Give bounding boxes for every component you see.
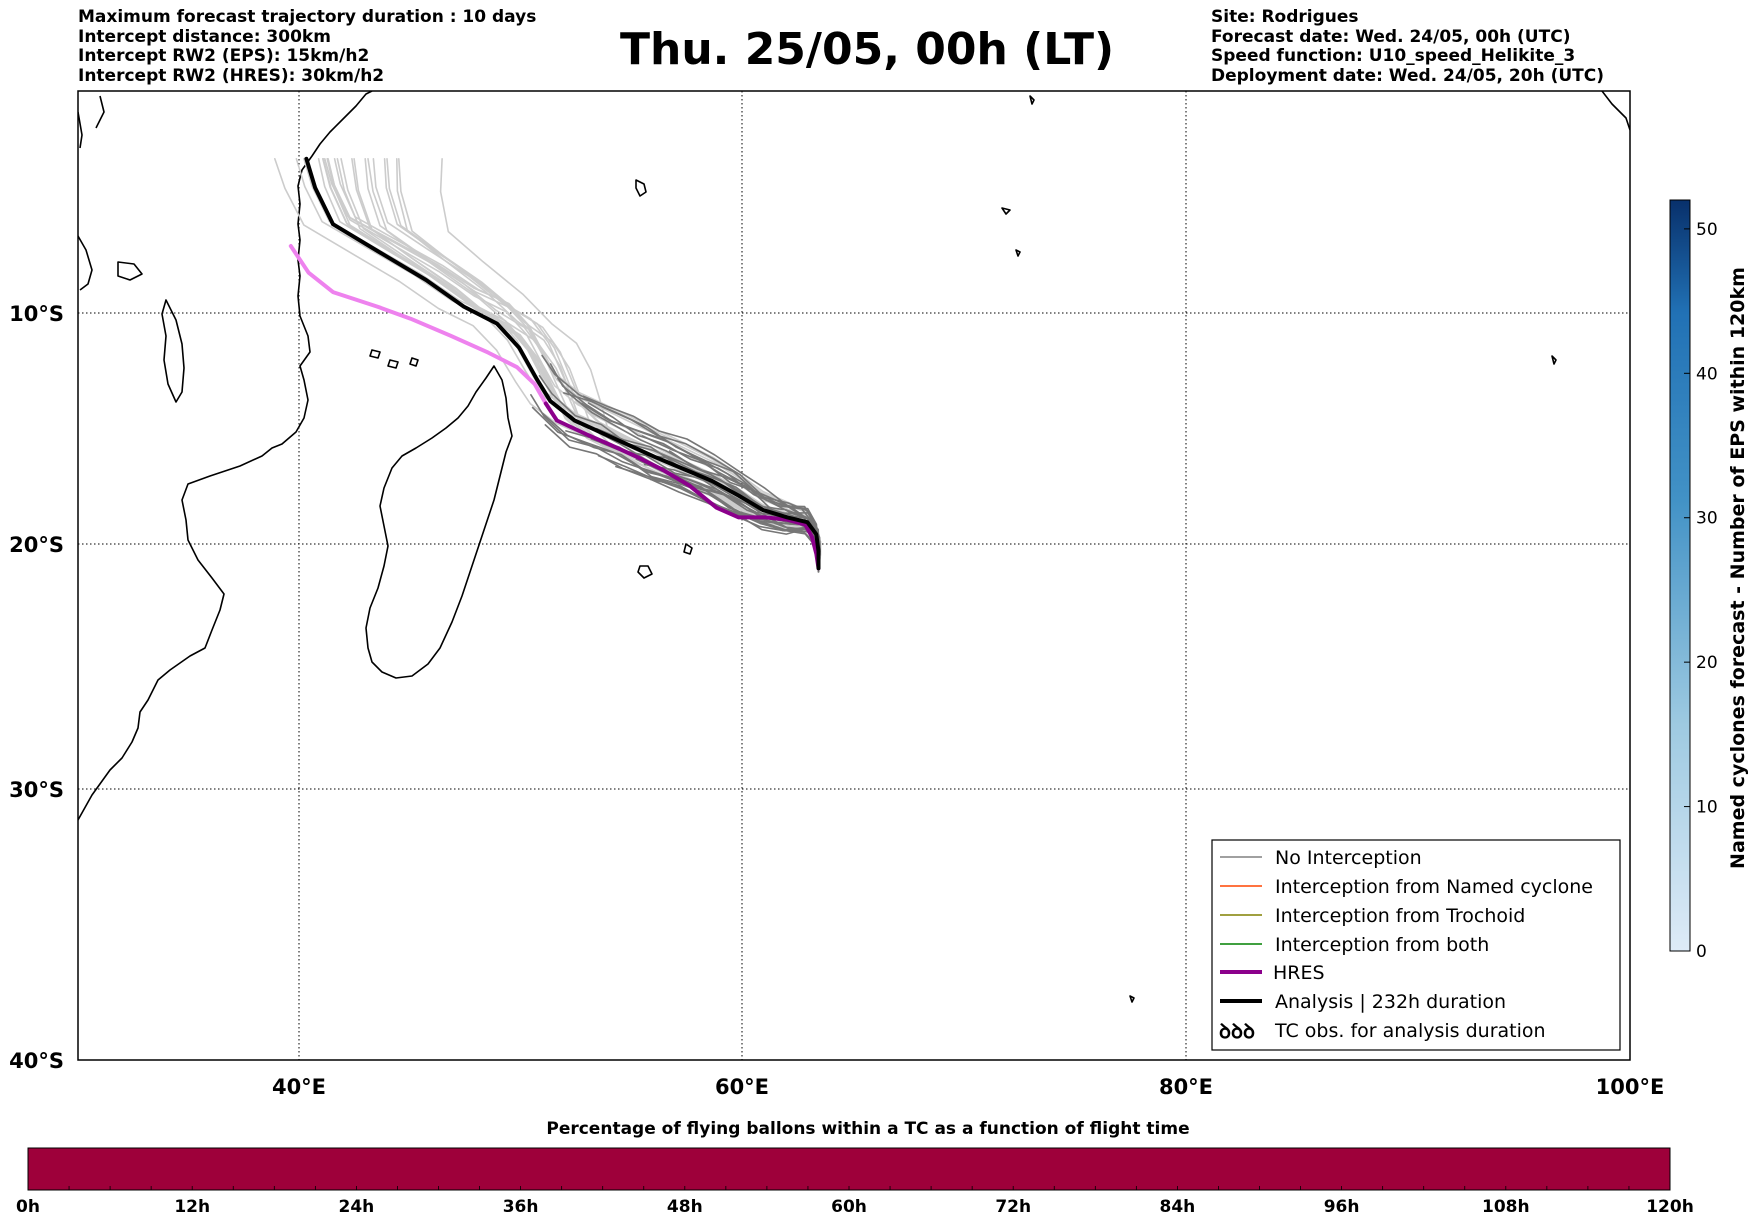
info-deployment-date: Deployment date: Wed. 24/05, 20h (UTC) [1211, 65, 1605, 86]
flight-time-label: 96h [1324, 1197, 1360, 1217]
lat-label-40s: 40°S [9, 1049, 64, 1073]
flight-time-bar-minor-ticks [68, 1186, 1630, 1190]
eps-member-track [353, 158, 820, 569]
lake-tanganyika [78, 235, 93, 291]
info-intercept-distance: Intercept distance: 300km [78, 26, 331, 47]
flight-time-label: 36h [503, 1197, 539, 1217]
lat-label-10s: 10°S [9, 302, 64, 326]
madagascar-coastline [365, 365, 513, 679]
lon-label-60e: 60°E [715, 1075, 769, 1099]
eps-member-track [581, 402, 820, 571]
cyclone-colorbar-ticks: 0 10 20 30 40 50 [1684, 220, 1718, 962]
map-legend: No Interception Interception from Named … [1211, 839, 1621, 1051]
reunion-island [637, 565, 653, 579]
eps-member-track [544, 424, 820, 566]
eps-member-track [351, 158, 820, 569]
flight-time-bar-fill [27, 1147, 1671, 1191]
comoros-islands [369, 349, 419, 369]
legend-label-analysis: Analysis | 232h duration [1275, 991, 1506, 1013]
flight-time-label: 48h [667, 1197, 703, 1217]
cyclone-colorbar-fill [1669, 199, 1691, 952]
info-trajectory-duration: Maximum forecast trajectory duration : 1… [78, 7, 537, 27]
info-forecast-date: Forecast date: Wed. 24/05, 00h (UTC) [1211, 26, 1571, 47]
eps-member-tracks [274, 158, 822, 573]
colorbar-tick-label: 40 [1696, 364, 1718, 384]
lat-label-20s: 20°S [9, 533, 64, 557]
lake-malawi [161, 299, 185, 403]
seychelles-islands [635, 179, 647, 197]
arabia-coastline [1601, 91, 1630, 131]
colorbar-tick-label: 20 [1696, 653, 1718, 673]
cocos-islands [1551, 355, 1557, 365]
legend-label-trochoid: Interception from Trochoid [1275, 905, 1525, 927]
info-intercept-eps: Intercept RW2 (EPS): 15km/h2 [78, 46, 370, 66]
hres-track [543, 401, 821, 571]
red-sea-coastline [78, 95, 105, 149]
cyclone-colorbar-label: Named cyclones forecast - Number of EPS … [1727, 267, 1749, 869]
lon-label-100e: 100°E [1596, 1075, 1665, 1099]
lon-label-80e: 80°E [1159, 1075, 1213, 1099]
amsterdam-island [1129, 995, 1135, 1003]
flight-time-label: 84h [1160, 1197, 1196, 1217]
lake-victoria [117, 261, 143, 281]
eps-member-track [563, 392, 820, 567]
chagos-islands [1001, 207, 1021, 257]
flight-time-label: 72h [995, 1197, 1031, 1217]
hres-track-light [288, 244, 548, 406]
eps-member-track [582, 395, 820, 565]
legend-label-named-cyclone: Interception from Named cyclone [1275, 876, 1593, 898]
coastlines [78, 91, 1630, 1003]
legend-label-tc-obs: TC obs. for analysis duration [1274, 1020, 1546, 1042]
trajectories [274, 156, 822, 573]
analysis-track [304, 156, 821, 571]
lon-label-40e: 40°E [272, 1075, 326, 1099]
flight-time-label: 0h [16, 1197, 40, 1217]
map-frame [77, 90, 1631, 1061]
flight-time-bar-title: Percentage of flying ballons within a TC… [546, 1119, 1189, 1139]
lat-label-30s: 30°S [9, 778, 64, 802]
header-info-left: Maximum forecast trajectory duration : 1… [78, 7, 537, 86]
legend-label-both: Interception from both [1275, 934, 1489, 956]
flight-time-label: 120h [1646, 1197, 1694, 1217]
flight-time-label: 108h [1482, 1197, 1530, 1217]
flight-time-label: 60h [831, 1197, 867, 1217]
flight-time-bar: Percentage of flying ballons within a TC… [16, 1119, 1694, 1217]
page-title: Thu. 25/05, 00h (LT) [620, 24, 1115, 75]
colorbar-tick-label: 50 [1696, 220, 1718, 240]
legend-box [1211, 839, 1621, 1051]
maldives-islands [1029, 95, 1035, 105]
info-intercept-hres: Intercept RW2 (HRES): 30km/h2 [78, 65, 385, 86]
mauritius-island [683, 543, 693, 555]
info-speed-function: Speed function: U10_speed_Helikite_3 [1211, 46, 1576, 66]
flight-time-label: 12h [174, 1197, 210, 1217]
header-info-right: Site: Rodrigues Forecast date: Wed. 24/0… [1211, 7, 1605, 86]
flight-time-label: 24h [339, 1197, 375, 1217]
cyclone-colorbar: 0 10 20 30 40 50 Named cyclones forecast - Nu… [1669, 199, 1749, 962]
legend-label-hres: HRES [1273, 962, 1325, 984]
africa-coastline [78, 91, 373, 821]
colorbar-tick-label: 10 [1696, 798, 1718, 818]
flight-time-bar-labels: 0h 12h 24h 36h 48h 60h 72h 84h 96h 108h 120h [16, 1197, 1694, 1217]
lon-axis-labels: 40°E 60°E 80°E 100°E [272, 1075, 1664, 1099]
colorbar-tick-label: 0 [1696, 942, 1707, 962]
colorbar-tick-label: 30 [1696, 509, 1718, 529]
legend-label-no-interception: No Interception [1275, 847, 1422, 869]
tc-obs-symbol-icon: ꝺꝺꝺ [1219, 1019, 1255, 1043]
info-site: Site: Rodrigues [1211, 7, 1359, 27]
lat-axis-labels: 10°S 20°S 30°S 40°S [9, 302, 64, 1073]
